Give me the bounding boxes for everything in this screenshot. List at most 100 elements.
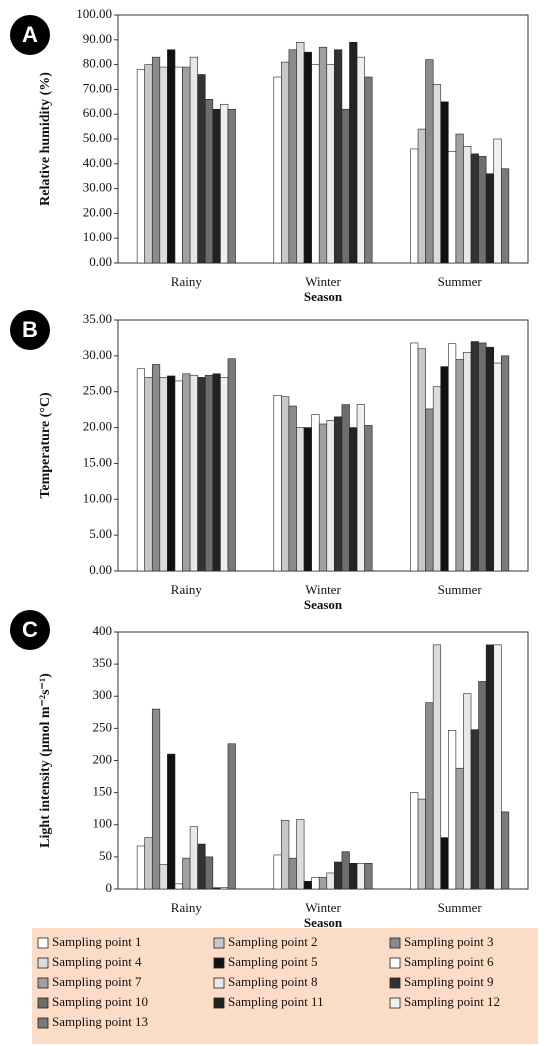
bar: [493, 362, 502, 572]
y-tick-label: 100: [93, 816, 113, 831]
y-tick-label: 200: [93, 751, 113, 766]
y-tick-label: 100.00: [76, 6, 112, 21]
x-tick-label: Rainy: [171, 900, 203, 915]
bar: [151, 364, 161, 572]
bar: [296, 819, 305, 890]
bar: [303, 880, 312, 890]
y-tick-label: 350: [93, 655, 113, 670]
bar: [364, 76, 373, 264]
bar: [417, 798, 426, 890]
y-axis-title: Relative humidity (%): [38, 72, 53, 206]
bar: [296, 427, 305, 572]
bar: [288, 857, 297, 890]
bar: [281, 61, 290, 264]
bar: [485, 346, 495, 572]
legend-swatch: [213, 997, 225, 1009]
bar: [425, 702, 434, 890]
bar: [197, 74, 206, 264]
bar: [326, 872, 335, 890]
bar: [151, 56, 161, 264]
bar: [334, 49, 343, 264]
panel-letter: B: [22, 317, 38, 342]
legend-swatch: [213, 957, 225, 969]
legend-label: Sampling point 12: [404, 994, 500, 1009]
bar: [485, 644, 495, 890]
legend-label: Sampling point 1: [52, 934, 142, 949]
x-tick-label: Summer: [438, 900, 483, 915]
bar: [356, 404, 365, 572]
bar: [448, 343, 457, 572]
y-tick-label: 30.00: [83, 180, 112, 195]
x-axis-title: Season: [304, 289, 343, 304]
bar: [410, 148, 419, 264]
legend-swatch: [37, 977, 49, 989]
bar: [227, 108, 236, 264]
y-tick-label: 300: [93, 687, 113, 702]
y-tick-label: 35.00: [83, 311, 112, 326]
legend-box: [32, 928, 538, 1044]
bar: [485, 173, 495, 264]
bar: [341, 108, 350, 264]
y-tick-label: 90.00: [83, 31, 112, 46]
bar: [227, 743, 236, 890]
bar: [410, 342, 419, 572]
bar: [197, 843, 206, 890]
y-tick-label: 60.00: [83, 105, 112, 120]
bar: [159, 864, 168, 890]
bar: [326, 64, 335, 264]
bar: [334, 861, 343, 890]
bar: [356, 56, 365, 264]
bar: [425, 408, 434, 572]
bar: [326, 420, 335, 572]
y-tick-label: 50.00: [83, 130, 112, 145]
bar: [318, 877, 328, 890]
legend-swatch: [37, 937, 49, 949]
bar: [288, 49, 297, 264]
bar: [273, 854, 282, 890]
bar: [448, 730, 457, 890]
y-tick-label: 80.00: [83, 56, 112, 71]
y-axis-title: Temperature (°C): [38, 392, 53, 499]
bar: [364, 862, 373, 890]
bar: [159, 66, 168, 264]
y-tick-label: 50: [99, 848, 112, 863]
bar: [204, 99, 214, 264]
bar: [493, 138, 502, 264]
bar: [197, 377, 206, 572]
bar: [189, 56, 198, 264]
legend-label: Sampling point 3: [404, 934, 494, 949]
legend-swatch: [389, 937, 401, 949]
legend-label: Sampling point 5: [228, 954, 318, 969]
y-tick-label: 5.00: [89, 526, 112, 541]
bar: [204, 856, 214, 890]
bar: [440, 837, 449, 890]
y-tick-label: 250: [93, 719, 113, 734]
bar: [463, 146, 472, 264]
bar: [273, 76, 282, 264]
legend-swatch: [37, 1017, 49, 1029]
bar: [273, 394, 282, 572]
bar: [167, 753, 176, 890]
bar: [341, 404, 350, 572]
x-axis-title: Season: [304, 915, 343, 930]
x-tick-label: Winter: [305, 582, 341, 597]
legend-swatch: [389, 957, 401, 969]
x-tick-label: Summer: [438, 274, 483, 289]
bar: [349, 41, 358, 264]
y-tick-label: 40.00: [83, 155, 112, 170]
legend-label: Sampling point 7: [52, 974, 142, 989]
bar: [136, 845, 146, 890]
y-tick-label: 0.00: [89, 254, 112, 269]
legend-label: Sampling point 11: [228, 994, 324, 1009]
bar: [296, 41, 305, 264]
bar: [500, 811, 510, 890]
y-tick-label: 20.00: [83, 419, 112, 434]
bar: [425, 59, 434, 264]
bar: [182, 857, 191, 890]
legend-swatch: [389, 997, 401, 1009]
bar: [281, 396, 290, 572]
bar: [478, 342, 487, 572]
legend-label: Sampling point 10: [52, 994, 148, 1009]
